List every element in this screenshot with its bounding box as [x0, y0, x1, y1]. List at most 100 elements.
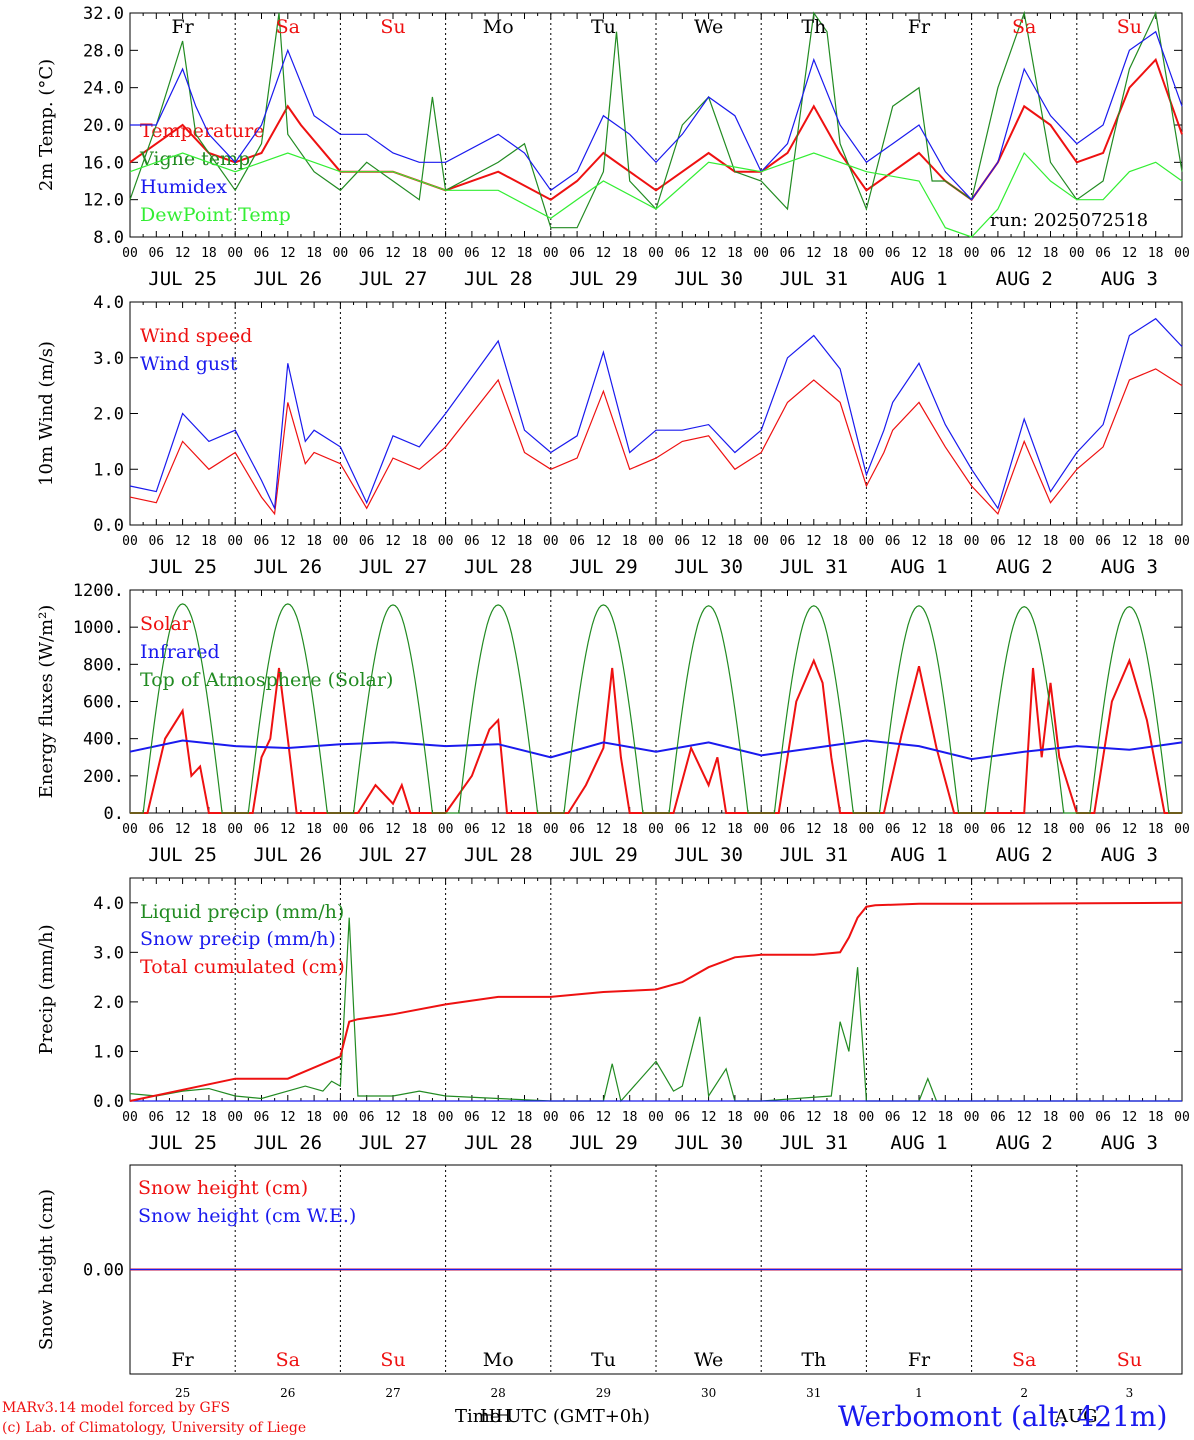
- run-label: run: 2025072518: [990, 210, 1149, 231]
- hour-tick-label: 18: [517, 246, 533, 261]
- y-tick-label: 1.0: [93, 460, 124, 480]
- y-tick-label: 4.0: [93, 293, 124, 313]
- hour-tick-label: 00: [1069, 246, 1085, 261]
- series-line: [130, 30, 1183, 201]
- hour-tick-label: 00: [543, 1110, 559, 1125]
- hour-tick-label: 06: [1095, 246, 1111, 261]
- day-label: JUL 26: [253, 556, 322, 578]
- day-label: AUG 1: [890, 1132, 947, 1154]
- day-label: JUL 27: [359, 556, 428, 578]
- hour-tick-label: 12: [280, 246, 296, 261]
- hour-tick-label: 12: [1016, 822, 1032, 837]
- hour-tick-label: 06: [885, 246, 901, 261]
- series-line: [130, 657, 1182, 814]
- day-label: JUL 26: [253, 844, 322, 866]
- hour-tick-label: 06: [359, 822, 375, 837]
- y-tick-label: 800.: [83, 655, 124, 675]
- hour-tick-label: 18: [517, 822, 533, 837]
- legend-entry: Snow height (cm): [138, 1177, 308, 1199]
- hour-tick-label: 06: [990, 1110, 1006, 1125]
- hour-tick-label: 12: [701, 822, 717, 837]
- hour-tick-label: 00: [859, 534, 875, 549]
- y-axis-label: Energy fluxes (W/m²): [36, 605, 57, 799]
- day-number-label: 29: [596, 1386, 611, 1400]
- hour-tick-label: 12: [280, 534, 296, 549]
- day-label: JUL 28: [464, 268, 533, 290]
- hour-tick-label: 06: [674, 1110, 690, 1125]
- day-number-label: 3: [1126, 1386, 1134, 1400]
- hour-tick-label: 12: [175, 1110, 191, 1125]
- hour-tick-label: 18: [937, 822, 953, 837]
- series-line: [129, 739, 1183, 761]
- hour-tick-label: 18: [727, 822, 743, 837]
- hour-tick-label: 18: [622, 1110, 638, 1125]
- hour-tick-label: 00: [648, 246, 664, 261]
- weekday-label: Su: [380, 1349, 405, 1371]
- y-tick-label: 1000.: [73, 618, 124, 638]
- hour-tick-label: 18: [1043, 246, 1059, 261]
- legend-entry: Liquid precip (mm/h): [140, 901, 344, 923]
- hour-tick-label: 06: [990, 822, 1006, 837]
- hour-tick-label: 18: [411, 822, 427, 837]
- hour-tick-label: 06: [464, 246, 480, 261]
- hour-tick-label: 00: [859, 1110, 875, 1125]
- weekday-label: Fr: [908, 1349, 931, 1371]
- hour-tick-label: 06: [1095, 822, 1111, 837]
- hour-tick-label: 12: [385, 246, 401, 261]
- y-tick-label: 12.0: [83, 191, 124, 211]
- hour-tick-label: 18: [727, 534, 743, 549]
- hour-tick-label: 06: [464, 534, 480, 549]
- hour-tick-label: 06: [780, 822, 796, 837]
- day-label: JUL 26: [253, 1132, 322, 1154]
- station-label: Werbomont (alt. 421m): [838, 1400, 1168, 1433]
- day-label: AUG 2: [996, 844, 1053, 866]
- hour-tick-label: 18: [306, 246, 322, 261]
- weekday-label: Su: [1117, 16, 1142, 38]
- hour-tick-label: 06: [780, 246, 796, 261]
- hour-tick-label: 06: [148, 534, 164, 549]
- hour-tick-label: 00: [122, 534, 138, 549]
- x-axis-month-label: AUG: [1055, 1406, 1098, 1427]
- hour-tick-label: 18: [937, 246, 953, 261]
- hour-tick-label: 06: [148, 1110, 164, 1125]
- hour-tick-label: 00: [753, 246, 769, 261]
- hour-tick-label: 00: [227, 246, 243, 261]
- hour-tick-label: 06: [674, 822, 690, 837]
- hour-tick-label: 18: [411, 1110, 427, 1125]
- hour-tick-label: 00: [438, 1110, 454, 1125]
- hour-tick-label: 18: [1043, 1110, 1059, 1125]
- hour-tick-label: 12: [911, 1110, 927, 1125]
- hour-tick-label: 00: [964, 1110, 980, 1125]
- hour-tick-label: 00: [438, 246, 454, 261]
- hour-tick-label: 12: [385, 1110, 401, 1125]
- day-number-label: 1: [915, 1386, 923, 1400]
- hour-tick-label: 12: [1122, 1110, 1138, 1125]
- hour-tick-label: 12: [385, 534, 401, 549]
- hour-tick-label: 18: [1148, 822, 1164, 837]
- series-line: [129, 10, 1183, 229]
- day-label: JUL 29: [569, 268, 638, 290]
- day-label: JUL 25: [148, 556, 217, 578]
- hour-tick-label: 00: [543, 822, 559, 837]
- hour-tick-label: 12: [701, 534, 717, 549]
- y-tick-label: 3.0: [93, 349, 124, 369]
- series-line: [130, 603, 1182, 814]
- day-label: JUL 26: [253, 268, 322, 290]
- day-label: AUG 1: [890, 268, 947, 290]
- day-number-label: 28: [491, 1386, 506, 1400]
- legend-entry: Snow height (cm W.E.): [138, 1205, 356, 1227]
- day-label: JUL 29: [569, 556, 638, 578]
- hour-tick-label: 00: [438, 822, 454, 837]
- hour-tick-label: 00: [227, 822, 243, 837]
- hour-tick-label: 00: [648, 1110, 664, 1125]
- hour-tick-label: 00: [543, 534, 559, 549]
- hour-tick-label: 00: [964, 246, 980, 261]
- hour-tick-label: 18: [622, 534, 638, 549]
- hour-tick-label: 12: [806, 1110, 822, 1125]
- y-tick-label: 0.: [104, 804, 124, 824]
- hour-tick-label: 00: [122, 1110, 138, 1125]
- y-tick-label: 4.0: [93, 894, 124, 914]
- hour-tick-label: 00: [543, 246, 559, 261]
- hour-tick-label: 18: [727, 1110, 743, 1125]
- y-axis-label: Precip (mm/h): [36, 924, 57, 1054]
